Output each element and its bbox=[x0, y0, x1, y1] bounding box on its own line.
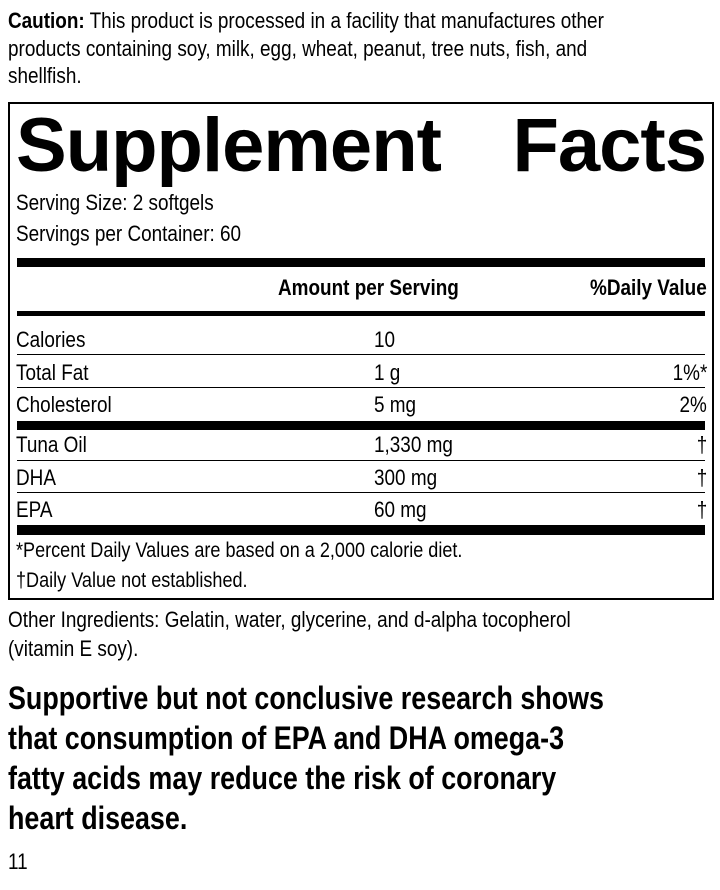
nutrient-dv: † bbox=[696, 432, 707, 457]
nutrient-name: Cholesterol bbox=[16, 392, 112, 417]
nutrient-dv: 1%* bbox=[672, 360, 707, 385]
claim-line: fatty acids may reduce the risk of coron… bbox=[8, 760, 557, 796]
nutrient-amount: 5 mg bbox=[374, 392, 417, 417]
medium-divider bbox=[17, 311, 705, 316]
caution-line: products containing soy, milk, egg, whea… bbox=[8, 36, 588, 61]
caution-line: Caution: This product is processed in a … bbox=[8, 8, 604, 34]
claim-line: Supportive but not conclusive research s… bbox=[8, 680, 604, 716]
row-divider bbox=[17, 460, 705, 461]
caution-label: Caution: bbox=[8, 8, 85, 33]
caution-line: shellfish. bbox=[8, 63, 82, 88]
footnote-percent-dv: *Percent Daily Values are based on a 2,0… bbox=[16, 539, 463, 562]
nutrient-amount: 300 mg bbox=[374, 465, 438, 490]
nutrient-name: DHA bbox=[16, 465, 56, 490]
caution-line-text: This product is processed in a facility … bbox=[84, 8, 604, 33]
nutrient-dv: † bbox=[696, 497, 707, 522]
row-divider bbox=[17, 387, 705, 388]
claim-line: that consumption of EPA and DHA omega-3 bbox=[8, 720, 565, 756]
nutrient-dv: † bbox=[696, 465, 707, 490]
thick-divider bbox=[17, 421, 705, 430]
nutrient-dv: 2% bbox=[679, 392, 707, 417]
other-ingredients-line: (vitamin E soy). bbox=[8, 636, 139, 661]
nutrient-name: Total Fat bbox=[16, 360, 89, 385]
nutrient-name: EPA bbox=[16, 497, 53, 522]
nutrient-amount: 1 g bbox=[374, 360, 401, 385]
servings-per-container: Servings per Container: 60 bbox=[16, 221, 242, 246]
nutrient-amount: 60 mg bbox=[374, 497, 427, 522]
serving-size: Serving Size: 2 softgels bbox=[16, 190, 214, 215]
nutrient-name: Tuna Oil bbox=[16, 432, 87, 457]
panel-title: Supplement Facts bbox=[16, 103, 707, 188]
dv-header: %Daily Value bbox=[590, 275, 707, 300]
page-number: 11 bbox=[8, 849, 28, 874]
other-ingredients-line: Other Ingredients: Gelatin, water, glyce… bbox=[8, 607, 571, 632]
claim-line: heart disease. bbox=[8, 800, 188, 836]
nutrient-amount: 1,330 mg bbox=[374, 432, 453, 457]
nutrient-name: Calories bbox=[16, 327, 86, 352]
footnote-dv-not-established: †Daily Value not established. bbox=[16, 569, 248, 592]
amount-header: Amount per Serving bbox=[278, 275, 459, 300]
supplement-facts-panel: Supplement Facts Serving Size: 2 softgel… bbox=[8, 102, 714, 600]
thick-divider bbox=[17, 525, 705, 535]
row-divider bbox=[17, 354, 705, 355]
nutrient-amount: 10 bbox=[374, 327, 396, 352]
row-divider bbox=[17, 492, 705, 493]
thick-divider bbox=[17, 258, 705, 267]
